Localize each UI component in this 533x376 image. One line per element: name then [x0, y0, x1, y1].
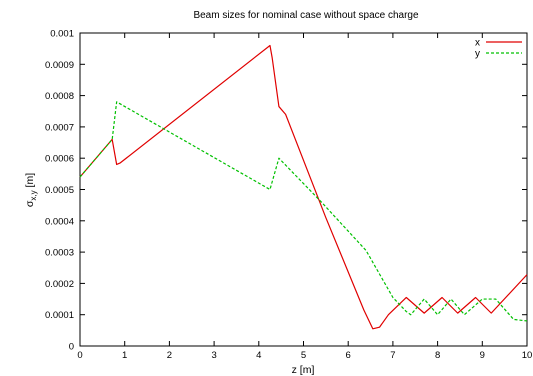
y-tick-label: 0.0003: [45, 248, 74, 259]
legend-label-y: y: [475, 49, 480, 60]
x-tick-labels: 0 1 2 3 4 5 6 7 8 9 10: [77, 350, 532, 361]
y-tick-label: 0.0007: [45, 122, 74, 133]
y-tick-labels: 0 0.0001 0.0002 0.0003 0.0004 0.0005 0.0006 0.0…: [45, 29, 74, 353]
chart-title: Beam sizes for nominal case without spac…: [193, 10, 419, 21]
y-tick-label: 0.001: [50, 29, 74, 40]
plot-frame: [79, 32, 528, 347]
y-tick-label: 0.0004: [45, 216, 74, 227]
x-tick-label: 5: [301, 350, 306, 361]
x-tick-label: 3: [211, 350, 216, 361]
legend: xy: [475, 38, 522, 60]
x-tick-label: 10: [522, 350, 533, 361]
series-line-x: [79, 44, 528, 330]
legend-label-x: x: [475, 38, 480, 49]
y-tick-label: 0.0008: [45, 91, 74, 102]
y-tick-label: 0: [69, 342, 74, 353]
series-line-y: [79, 101, 528, 322]
series-lines: [79, 44, 528, 330]
y-axis-label: σx,y [m]: [24, 173, 38, 207]
y-tick-label: 0.0001: [45, 310, 74, 321]
x-tick-label: 0: [77, 350, 82, 361]
x-tick-label: 6: [346, 350, 351, 361]
y-tick-label: 0.0009: [45, 60, 74, 71]
y-tick-label: 0.0002: [45, 279, 74, 290]
x-tick-label: 9: [480, 350, 485, 361]
x-tick-label: 8: [435, 350, 440, 361]
x-tick-label: 1: [122, 350, 127, 361]
x-tick-label: 7: [390, 350, 395, 361]
x-tick-label: 2: [167, 350, 172, 361]
tick-marks: [79, 32, 528, 347]
y-tick-label: 0.0006: [45, 154, 74, 165]
x-axis-label: z [m]: [292, 364, 315, 376]
y-tick-label: 0.0005: [45, 185, 74, 196]
x-tick-label: 4: [256, 350, 261, 361]
